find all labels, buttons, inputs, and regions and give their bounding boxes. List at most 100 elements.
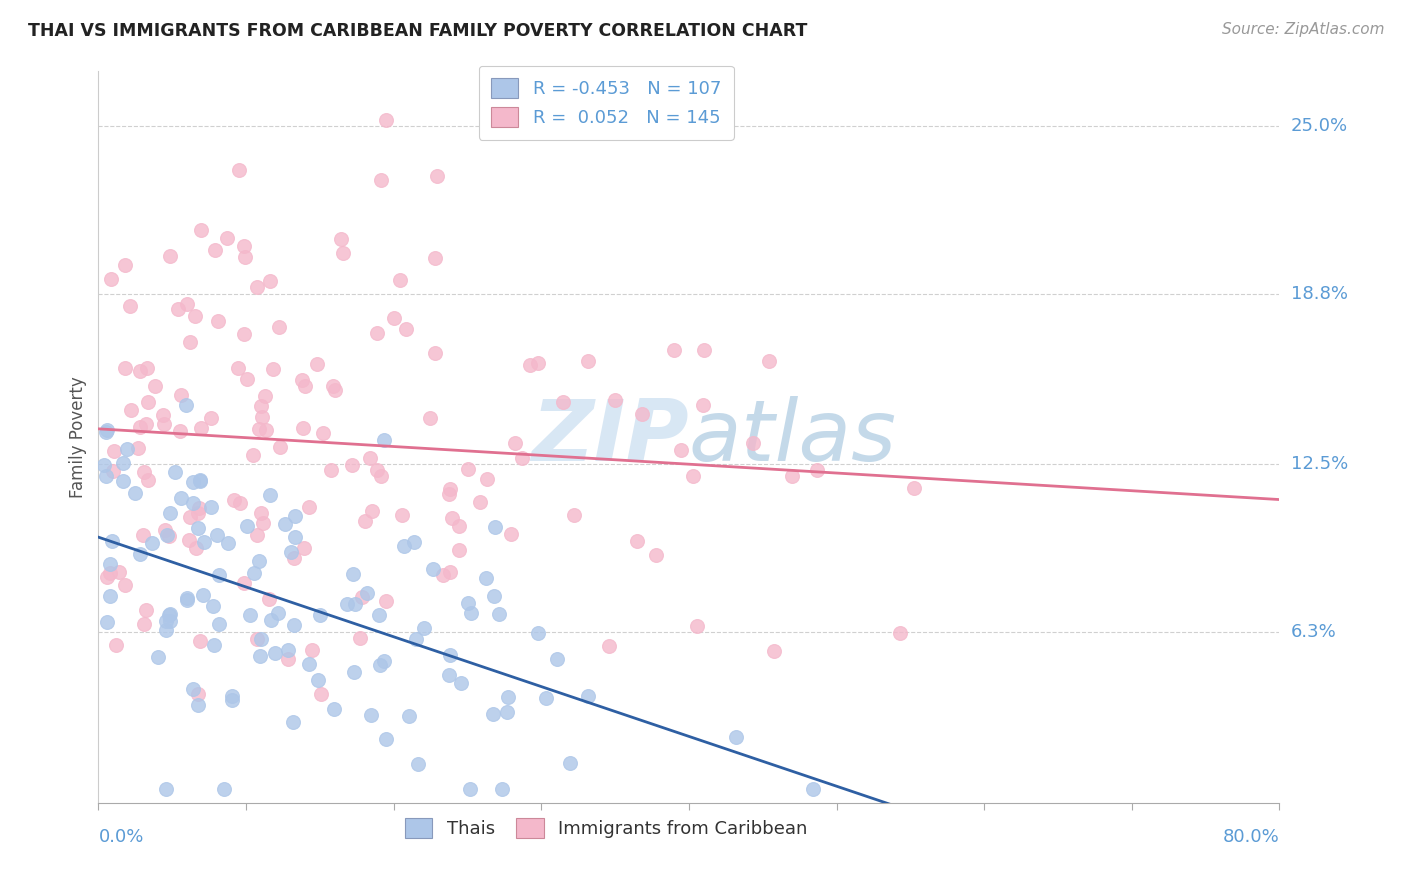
- Point: [404, 535, 426, 549]
- Point: [246, 632, 269, 647]
- Point: [181, 475, 204, 489]
- Point: [626, 534, 648, 549]
- Point: [440, 511, 463, 525]
- Point: [432, 568, 454, 582]
- Point: [146, 650, 169, 665]
- Point: [221, 693, 243, 707]
- Point: [686, 619, 709, 633]
- Point: [724, 730, 747, 744]
- Point: [474, 571, 496, 585]
- Point: [217, 536, 239, 550]
- Point: [228, 495, 250, 509]
- Point: [426, 169, 449, 183]
- Point: [562, 508, 585, 523]
- Legend: Thais, Immigrants from Caribbean: Thais, Immigrants from Caribbean: [398, 811, 814, 845]
- Point: [510, 451, 533, 466]
- Point: [242, 448, 264, 462]
- Point: [806, 463, 828, 477]
- Point: [135, 417, 157, 432]
- Text: 80.0%: 80.0%: [1223, 828, 1279, 846]
- Point: [292, 541, 315, 555]
- Point: [366, 463, 388, 477]
- Point: [187, 507, 209, 521]
- Point: [439, 487, 461, 501]
- Point: [179, 509, 201, 524]
- Point: [247, 422, 270, 436]
- Point: [239, 607, 262, 622]
- Point: [780, 469, 803, 483]
- Point: [236, 519, 259, 533]
- Point: [669, 443, 692, 458]
- Point: [187, 500, 209, 515]
- Point: [903, 481, 925, 495]
- Point: [458, 782, 481, 797]
- Point: [297, 657, 319, 672]
- Point: [374, 593, 396, 607]
- Point: [309, 688, 332, 702]
- Point: [159, 506, 181, 520]
- Point: [742, 436, 765, 450]
- Point: [136, 360, 159, 375]
- Point: [391, 508, 413, 523]
- Point: [291, 373, 314, 387]
- Point: [187, 688, 209, 702]
- Point: [246, 528, 269, 542]
- Point: [450, 675, 472, 690]
- Point: [187, 698, 209, 713]
- Point: [631, 407, 654, 421]
- Point: [323, 702, 346, 716]
- Point: [439, 667, 461, 681]
- Point: [280, 545, 302, 559]
- Point: [343, 665, 366, 679]
- Point: [307, 673, 329, 687]
- Text: 12.5%: 12.5%: [1291, 455, 1348, 473]
- Point: [298, 500, 321, 515]
- Point: [496, 690, 519, 704]
- Text: 25.0%: 25.0%: [1291, 117, 1348, 135]
- Point: [114, 258, 136, 272]
- Point: [177, 533, 200, 548]
- Point: [166, 301, 188, 316]
- Point: [254, 423, 277, 437]
- Point: [499, 527, 522, 541]
- Point: [222, 493, 245, 508]
- Point: [692, 398, 714, 412]
- Point: [388, 272, 411, 286]
- Point: [207, 314, 229, 328]
- Point: [183, 309, 205, 323]
- Point: [124, 486, 146, 500]
- Point: [226, 361, 249, 376]
- Point: [693, 343, 716, 357]
- Point: [356, 585, 378, 599]
- Point: [143, 379, 166, 393]
- Point: [159, 614, 181, 628]
- Point: [664, 343, 686, 357]
- Point: [174, 398, 197, 412]
- Point: [217, 231, 239, 245]
- Point: [136, 473, 159, 487]
- Point: [135, 603, 157, 617]
- Point: [190, 420, 212, 434]
- Point: [247, 554, 270, 568]
- Point: [323, 383, 346, 397]
- Point: [359, 451, 381, 466]
- Point: [202, 638, 225, 652]
- Point: [138, 395, 160, 409]
- Point: [105, 638, 128, 652]
- Point: [457, 596, 479, 610]
- Point: [439, 565, 461, 579]
- Point: [128, 364, 150, 378]
- Point: [120, 402, 142, 417]
- Point: [117, 442, 139, 456]
- Point: [252, 516, 274, 530]
- Point: [762, 643, 785, 657]
- Point: [101, 534, 124, 549]
- Point: [221, 690, 243, 704]
- Text: ZIP: ZIP: [531, 395, 689, 479]
- Point: [128, 420, 150, 434]
- Point: [176, 591, 198, 605]
- Point: [188, 633, 211, 648]
- Point: [419, 410, 441, 425]
- Point: [412, 621, 434, 635]
- Point: [406, 756, 429, 771]
